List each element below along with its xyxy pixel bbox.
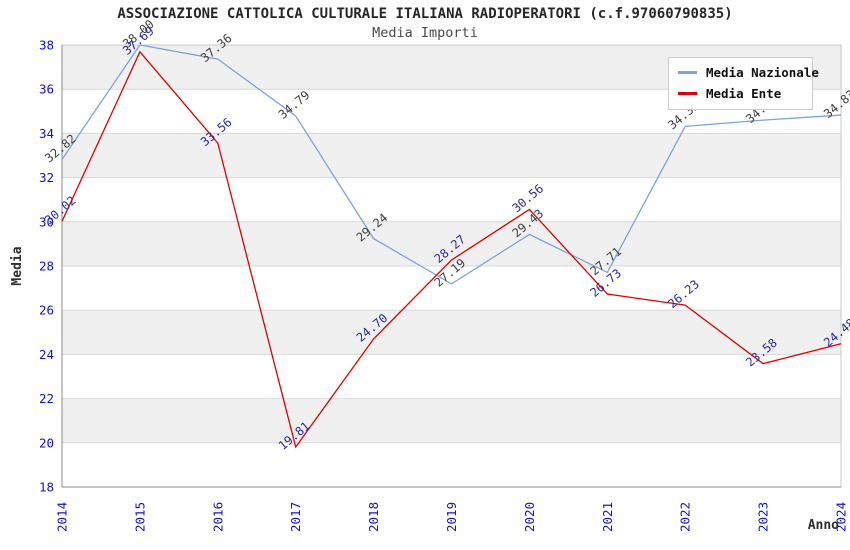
y-tick-label: 38 (39, 38, 54, 53)
x-tick-label: 2020 (522, 502, 537, 532)
plot-band (62, 221, 841, 266)
series-line-1 (61, 50, 842, 449)
x-tick-label: 2019 (444, 502, 459, 532)
plot-band (62, 310, 841, 355)
point-label: 26.23 (665, 277, 702, 311)
legend-label: Media Nazionale (706, 65, 819, 80)
plot-band (62, 398, 841, 443)
chart-title: ASSOCIAZIONE CATTOLICA CULTURALE ITALIAN… (117, 6, 733, 22)
series-line-0 (61, 44, 842, 285)
point-label: 34.83 (821, 87, 850, 121)
chart-subtitle: Media Importi (372, 25, 478, 41)
y-tick-label: 22 (39, 391, 54, 406)
x-tick-label: 2014 (55, 502, 70, 532)
y-tick-label: 24 (39, 347, 54, 362)
y-tick-label: 30 (39, 214, 54, 229)
x-tick-label: 2024 (834, 502, 849, 532)
x-tick-label: 2016 (210, 502, 225, 532)
legend: Media Nazionale Media Ente (668, 57, 819, 110)
legend-label: Media Ente (706, 86, 782, 101)
y-tick-label: 34 (39, 126, 54, 141)
y-tick-label: 28 (39, 259, 54, 274)
y-tick-label: 36 (39, 82, 54, 97)
legend-item-1: Media Ente (669, 83, 812, 104)
y-axis-title: Media (10, 246, 25, 285)
y-tick-label: 32 (39, 170, 54, 185)
y-tick-label: 20 (39, 435, 54, 450)
y-tick-label: 26 (39, 303, 54, 318)
x-tick-label: 2015 (132, 502, 147, 532)
y-tick-label: 18 (39, 480, 54, 495)
x-tick-label: 2017 (288, 502, 303, 532)
x-tick-label: 2023 (756, 502, 771, 532)
legend-item-0: Media Nazionale (669, 62, 819, 83)
x-tick-label: 2021 (600, 502, 615, 532)
x-axis-title: Anno (808, 518, 839, 533)
legend-swatch-icon (678, 92, 697, 95)
x-tick-label: 2018 (366, 502, 381, 532)
legend-swatch-icon (678, 71, 697, 74)
x-tick-label: 2022 (678, 502, 693, 532)
plot-band (62, 133, 841, 178)
